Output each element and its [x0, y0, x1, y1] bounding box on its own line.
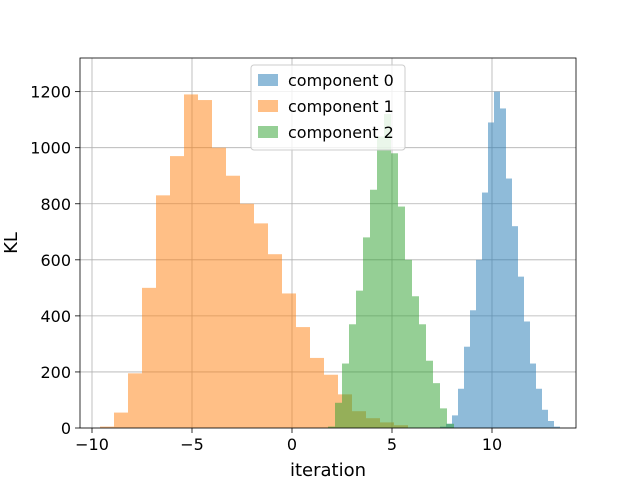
histogram-bar-component-0 — [554, 426, 560, 428]
histogram-bar-component-0 — [524, 321, 530, 428]
plot-frame — [79, 57, 577, 429]
legend-swatch-component-0 — [258, 74, 278, 86]
x-tick-label: 5 — [387, 435, 397, 454]
histogram-bar-component-2 — [440, 408, 447, 428]
legend-box — [250, 64, 406, 151]
histogram-bar-component-1 — [128, 373, 142, 428]
y-tick-label: 0 — [61, 419, 71, 438]
histogram-bar-component-0 — [530, 363, 536, 428]
histogram-bar-component-1 — [198, 100, 212, 428]
histogram-bar-component-0 — [482, 192, 488, 428]
histogram-bar-component-1 — [170, 156, 184, 428]
legend-swatch-component-1 — [258, 100, 278, 112]
histogram-bar-component-1 — [310, 357, 324, 428]
histogram-bar-component-0 — [476, 259, 482, 428]
histogram-bar-component-1 — [156, 195, 170, 428]
histogram-bar-component-2 — [328, 426, 335, 428]
ticks-layer: −10 −5 0 5 10 0 200 400 600 800 1000 1200 — [30, 83, 502, 454]
legend-label-component-2: component 2 — [288, 123, 394, 142]
histogram-bar-component-1 — [240, 203, 254, 428]
histogram-bar-component-0 — [458, 388, 464, 428]
histogram-bar-component-2 — [356, 290, 363, 428]
histogram-bar-component-0 — [536, 388, 542, 428]
histogram-bar-component-1 — [114, 412, 128, 428]
histogram-bar-component-1 — [184, 94, 198, 428]
y-tick-label: 200 — [40, 363, 71, 382]
legend-label-component-1: component 1 — [288, 97, 394, 116]
histogram-bar-component-0 — [494, 91, 500, 429]
histogram-bar-component-1 — [142, 287, 156, 428]
histogram-bar-component-2 — [419, 324, 426, 428]
histogram-bar-component-2 — [426, 360, 433, 428]
legend-label-component-0: component 0 — [288, 71, 394, 90]
histogram-bar-component-2 — [398, 206, 405, 428]
histogram-bar-component-2 — [433, 383, 440, 428]
histogram-bar-component-1 — [100, 426, 114, 428]
bars-layer — [100, 91, 560, 429]
legend-swatch-component-2 — [258, 126, 278, 138]
histogram-bar-component-0 — [518, 276, 524, 428]
histogram-bar-component-0 — [470, 310, 476, 428]
histogram-bar-component-1 — [212, 147, 226, 429]
histogram-bar-component-2 — [363, 237, 370, 428]
histogram-bar-component-2 — [370, 189, 377, 428]
y-tick-label: 400 — [40, 307, 71, 326]
legend: component 0 component 1 component 2 — [250, 64, 406, 151]
histogram-bar-component-2 — [405, 259, 412, 428]
histogram-bar-component-2 — [377, 136, 384, 428]
x-tick-label: −10 — [75, 435, 109, 454]
histogram-bar-component-1 — [268, 254, 282, 428]
histogram-bar-component-0 — [542, 409, 548, 428]
histogram-bar-component-0 — [548, 420, 554, 428]
histogram-bar-component-2 — [335, 402, 342, 428]
histogram-bar-component-2 — [384, 114, 391, 428]
histogram-bar-component-0 — [506, 178, 512, 428]
histogram-bar-component-2 — [391, 153, 398, 428]
x-tick-label: −5 — [180, 435, 204, 454]
y-axis-label: KL — [1, 232, 22, 254]
histogram-bar-component-1 — [226, 175, 240, 428]
histogram-bar-component-2 — [342, 363, 349, 428]
x-tick-label: 0 — [287, 435, 297, 454]
y-tick-label: 600 — [40, 251, 71, 270]
histogram-bar-component-0 — [500, 108, 506, 429]
y-tick-label: 1200 — [30, 83, 71, 102]
histogram-bar-component-1 — [254, 223, 268, 428]
histogram-bar-component-2 — [412, 296, 419, 428]
x-tick-label: 10 — [482, 435, 502, 454]
histogram-bar-component-0 — [452, 415, 458, 428]
x-axis-label: iteration — [290, 460, 366, 480]
histogram-bar-component-1 — [296, 327, 310, 428]
histogram-bar-component-1 — [282, 293, 296, 428]
histogram-bar-component-0 — [512, 226, 518, 428]
histogram-bar-component-1 — [324, 374, 338, 428]
y-tick-label: 1000 — [30, 139, 71, 158]
histogram-bar-component-0 — [488, 122, 494, 428]
histogram-bar-component-2 — [447, 423, 454, 428]
histogram-bar-component-0 — [464, 346, 470, 428]
histogram-bar-component-2 — [349, 324, 356, 428]
y-tick-label: 800 — [40, 195, 71, 214]
